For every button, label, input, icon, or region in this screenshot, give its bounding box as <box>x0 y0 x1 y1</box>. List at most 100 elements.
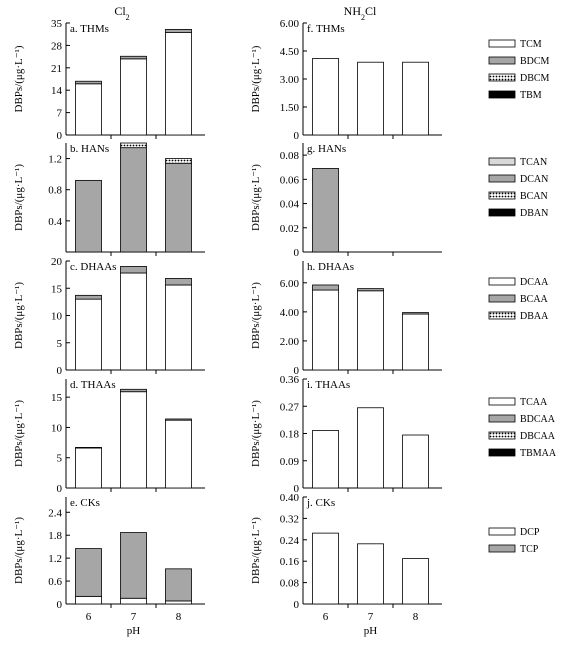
y-axis-label: DBPs/(μg·L⁻¹) <box>13 164 25 231</box>
x-tick-label: 6 <box>323 611 329 623</box>
y-tick-label: 0.24 <box>280 535 300 547</box>
y-tick-label: 0.16 <box>280 556 300 568</box>
panel-i: 0 0.09 0.18 0.27 0.36 i. THAAs DBPs/(μg·L⁻¹) <box>250 374 442 495</box>
y-tick-label: 0.40 <box>280 492 300 504</box>
y-tick-label: 35 <box>51 18 63 30</box>
y-tick-label: 21 <box>51 63 62 75</box>
y-tick-label: 28 <box>51 40 63 52</box>
y-tick-label: 0.4 <box>48 216 62 228</box>
y-tick-label: 1.2 <box>48 553 62 565</box>
bar-dcaa-ph6 <box>312 289 339 371</box>
panel-label: b. HANs <box>70 143 109 155</box>
panel-label: f. THMs <box>307 23 345 35</box>
bar-bcaa-ph7 <box>120 266 147 274</box>
column-title-cl2: Cl2 <box>114 4 129 22</box>
y-tick-label: 0.32 <box>280 513 299 525</box>
bar-dcp-ph6 <box>312 532 339 605</box>
panel-label: a. THMs <box>70 23 109 35</box>
bar-dcan-ph6 <box>75 179 102 253</box>
bar-dcaa-ph8 <box>165 284 192 371</box>
panel-label: h. DHAAs <box>307 261 354 273</box>
panel-g: 0 0.02 0.04 0.06 0.08 g. HANs DBPs/(μg·L⁻¹) <box>250 143 442 259</box>
bar-bcaa-ph6 <box>75 294 102 300</box>
legend-swatch-tcaa <box>488 397 516 406</box>
y-tick-label: 20 <box>51 256 63 268</box>
y-tick-label: 0.27 <box>280 401 300 413</box>
legend-swatch-dban <box>488 208 516 217</box>
legend-label-dcaa: DCAA <box>520 277 549 288</box>
bar-tcm-ph8 <box>402 61 429 136</box>
bar-tcp-ph7 <box>120 532 147 599</box>
y-tick-label: 0 <box>294 130 300 142</box>
bar-dcp-ph7 <box>120 597 147 605</box>
y-tick-label: 0 <box>57 130 63 142</box>
legend-swatch-tcp <box>488 544 516 553</box>
legend-swatch-tbm <box>488 90 516 99</box>
y-tick-label: 1.8 <box>48 530 62 542</box>
y-tick-label: 2.4 <box>48 507 62 519</box>
y-tick-label: 4.50 <box>280 46 300 58</box>
x-tick-label: 7 <box>131 611 137 623</box>
panel-h: 0 2.00 4.00 6.00 h. DHAAs DBPs/(μg·L⁻¹) <box>250 261 442 377</box>
panel-j: 0 0.08 0.16 0.24 0.32 0.40 j. CKs DBPs/(μg·L⁻¹)… <box>250 492 442 637</box>
bar-tcm-ph6 <box>75 83 102 136</box>
y-tick-label: 0 <box>294 365 300 377</box>
bar-tcm-ph8 <box>165 32 192 136</box>
legends: TCM BDCM DBCM TBM TCAN DCAN BCAN DBAN DCAA BCAA DB… <box>488 39 557 555</box>
bar-bcaa-ph6 <box>312 284 339 291</box>
y-tick-label: 0 <box>57 599 63 611</box>
bar-tcaa-ph7 <box>120 391 147 489</box>
legend-label-bdcaa: BDCAA <box>520 414 556 425</box>
legend-swatch-bdcm <box>488 56 516 65</box>
y-tick-label: 3.00 <box>280 74 300 86</box>
y-tick-label: 0.18 <box>280 429 300 441</box>
legend-swatch-dcaa <box>488 277 516 286</box>
x-tick-label: 8 <box>176 611 182 623</box>
bar-dcan-ph8 <box>165 162 192 253</box>
legend-swatch-dcan <box>488 174 516 183</box>
y-tick-label: 14 <box>51 85 63 97</box>
bar-dcaa-ph8 <box>402 313 429 371</box>
bar-dcaa-ph7 <box>357 290 384 371</box>
y-tick-label: 0.02 <box>280 223 299 235</box>
panels: 0 7 14 21 28 35 a. THMs DBPs/(μg·L⁻¹) 0.4 0.8 1.2 b… <box>13 18 442 637</box>
y-tick-label: 0.04 <box>280 199 300 211</box>
panel-d: 0 5 10 15 d. THAAs DBPs/(μg·L⁻¹) <box>13 379 205 495</box>
y-tick-label: 1.50 <box>280 102 300 114</box>
y-tick-label: 0.08 <box>280 578 300 590</box>
legend-label-tcan: TCAN <box>520 157 547 168</box>
y-axis-label: DBPs/(μg·L⁻¹) <box>13 282 25 349</box>
y-tick-label: 6.00 <box>280 18 300 30</box>
x-axis-label: pH <box>127 625 141 637</box>
y-axis-label: DBPs/(μg·L⁻¹) <box>250 517 262 584</box>
y-axis-label: DBPs/(μg·L⁻¹) <box>250 164 262 231</box>
bar-bcaa-ph8 <box>402 312 429 315</box>
legend-swatch-tcan <box>488 157 516 166</box>
legend-label-dcan: DCAN <box>520 174 548 185</box>
legend-swatch-tcm <box>488 39 516 48</box>
legend-dhaas: DCAA BCAA DBAA <box>488 277 549 322</box>
legend-cks: DCP TCP <box>488 527 540 555</box>
panel-label: g. HANs <box>307 143 346 155</box>
bar-bdcaa-ph6 <box>75 447 102 449</box>
bar-tcm-ph7 <box>120 58 147 136</box>
bar-dcp-ph8 <box>165 600 192 605</box>
y-tick-label: 0 <box>294 247 300 259</box>
panel-label: d. THAAs <box>70 379 116 391</box>
panel-label: j. CKs <box>306 497 335 509</box>
panel-e: 0 0.6 1.2 1.8 2.4 e. CKs DBPs/(μg·L⁻¹) 6 7 8 pH <box>13 497 205 637</box>
legend-swatch-bdcaa <box>488 414 516 423</box>
y-tick-label: 5 <box>57 338 63 350</box>
bar-tcaa-ph7 <box>357 407 384 489</box>
legend-label-bcan: BCAN <box>520 191 548 202</box>
bar-bdcaa-ph7 <box>120 388 147 393</box>
y-tick-label: 0.06 <box>280 174 300 186</box>
y-tick-label: 0 <box>294 599 300 611</box>
bar-tcaa-ph6 <box>75 447 102 489</box>
y-tick-label: 0 <box>57 483 63 495</box>
bar-tcaa-ph6 <box>312 430 339 489</box>
column-title-nh2cl: NH2Cl <box>344 4 377 22</box>
legend-swatch-dbcm <box>488 73 516 82</box>
